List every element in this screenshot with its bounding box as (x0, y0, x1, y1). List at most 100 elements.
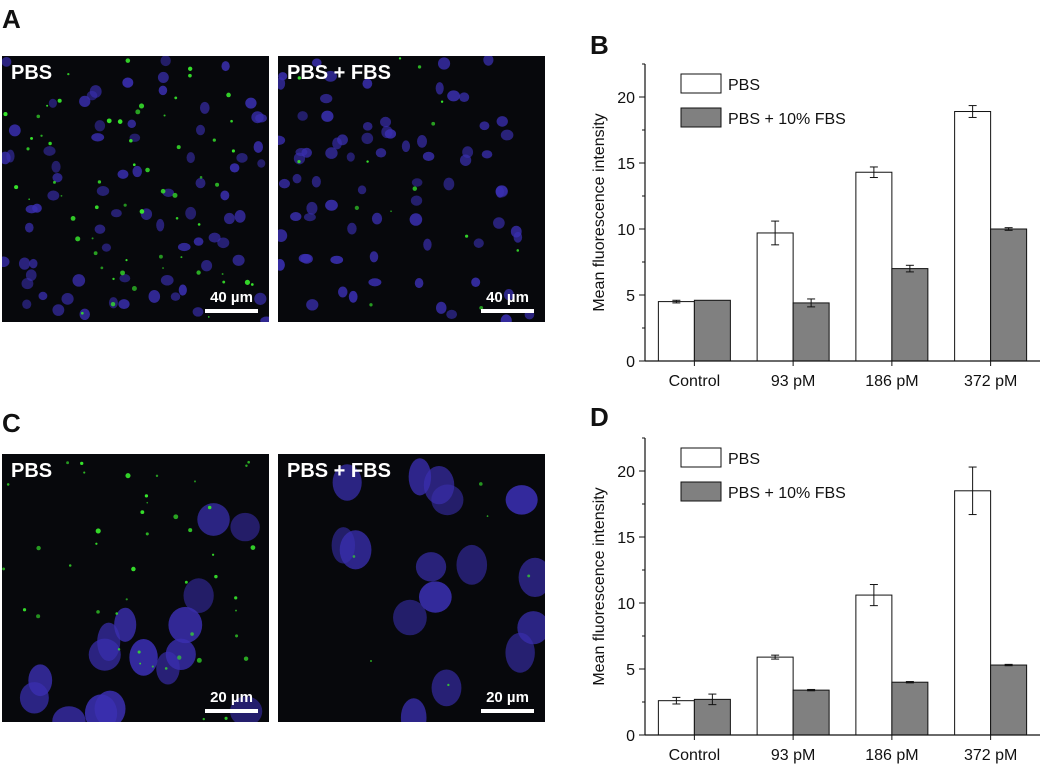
cell-nucleus (311, 58, 322, 67)
cell-nucleus (362, 78, 373, 89)
y-tick-label: 10 (617, 222, 635, 239)
panel-letter-c: C (2, 408, 21, 438)
cell-nucleus (89, 85, 102, 98)
cell-nucleus (24, 222, 34, 233)
cell-nucleus (369, 251, 379, 263)
cell-nucleus (96, 185, 110, 197)
cell-nucleus (160, 274, 174, 286)
fluorescent-spot (40, 134, 43, 137)
cell-nucleus (6, 149, 15, 163)
fluorescent-spot (131, 286, 137, 292)
cell-nucleus (148, 290, 161, 303)
fluorescent-spot (224, 716, 228, 720)
cell-nucleus (380, 116, 392, 128)
x-tick-label: 93 pM (771, 747, 815, 764)
fluorescent-spot (75, 236, 81, 242)
cell-nucleus (8, 124, 21, 137)
cell-nucleus (158, 85, 168, 96)
fluorescent-spot (46, 104, 49, 107)
fluorescent-spot (177, 655, 182, 660)
y-axis-label: Mean fluorescence intensity (591, 487, 608, 685)
fluorescent-spot (110, 301, 116, 307)
fluorescent-spot (123, 203, 127, 207)
scale-bar: 40 µm (205, 290, 258, 313)
cell-nucleus (479, 121, 490, 131)
fluorescent-spot (431, 121, 436, 126)
fluorescent-spot (66, 461, 70, 465)
cell-nucleus (459, 154, 472, 166)
y-tick-label: 15 (617, 530, 635, 547)
fluorescent-spot (80, 311, 84, 315)
cell-nucleus (110, 209, 122, 218)
cell-nucleus (220, 190, 230, 201)
cell-nucleus (91, 133, 105, 142)
cell-nucleus (415, 552, 447, 582)
fluorescent-spot (250, 283, 254, 286)
cell-nucleus (517, 611, 545, 645)
fluorescent-spot (3, 112, 8, 117)
cell-nucleus (43, 146, 56, 156)
fluorescent-spot (527, 574, 531, 578)
cell-nucleus (260, 316, 269, 322)
cell-nucleus (375, 148, 387, 158)
cell-nucleus (418, 581, 452, 613)
fluorescent-spot (447, 683, 450, 687)
fluorescent-spot (22, 608, 27, 612)
fluorescent-spot (211, 553, 215, 556)
bar-pbs-fbs (990, 664, 1028, 736)
x-tick-label: 372 pM (964, 373, 1017, 390)
scale-bar-label: 20 µm (486, 689, 529, 706)
cell-nucleus (229, 163, 240, 173)
y-tick-label: 20 (617, 90, 635, 107)
fluorescent-spot (369, 303, 373, 307)
legend-swatch (680, 481, 722, 502)
fluorescent-spot (202, 717, 205, 721)
cell-nucleus (19, 682, 49, 714)
fluorescent-spot (247, 460, 250, 464)
fluorescent-spot (352, 555, 356, 558)
cell-nucleus (496, 116, 508, 127)
fluorescent-spot (196, 270, 201, 275)
scale-bar: 40 µm (481, 290, 534, 313)
y-tick-label: 15 (617, 156, 635, 173)
scale-bar-label: 40 µm (486, 289, 529, 306)
fluorescent-spot (234, 596, 238, 600)
fluorescent-spot (222, 280, 226, 284)
cell-nucleus (88, 638, 121, 671)
fluorescent-spot (125, 473, 131, 479)
cell-nucleus (303, 213, 316, 222)
legend-label: PBS (728, 451, 760, 468)
cell-nucleus (2, 56, 12, 67)
fluorescent-spot (125, 598, 128, 601)
fluorescent-spot (95, 528, 101, 534)
cell-nucleus (51, 160, 61, 173)
scale-bar: 20 µm (481, 690, 534, 713)
x-tick-label: Control (669, 747, 721, 764)
cell-nucleus (325, 147, 338, 159)
cell-nucleus (193, 237, 204, 246)
fluorescent-spot (151, 665, 154, 668)
cell-nucleus (483, 56, 494, 66)
cell-nucleus (361, 132, 374, 145)
cell-nucleus (278, 229, 288, 243)
fluorescent-spot (138, 103, 145, 109)
fluorescent-spot (97, 180, 102, 184)
cell-nucleus (22, 299, 32, 310)
micrograph-label: PBS + FBS (287, 460, 391, 482)
fluorescent-spot (398, 57, 402, 60)
cell-nucleus (195, 177, 206, 189)
legend-swatch (680, 73, 722, 94)
fluorescent-spot (53, 180, 56, 184)
fluorescent-spot (176, 145, 181, 150)
cell-nucleus (18, 257, 31, 270)
cell-nucleus (306, 201, 318, 215)
cell-nucleus (422, 151, 435, 161)
cell-nucleus (38, 291, 48, 301)
cell-nucleus (409, 213, 423, 226)
y-tick-label: 5 (626, 662, 635, 679)
bar-pbs (855, 171, 893, 362)
panel-letter-d: D (590, 402, 609, 432)
legend-label: PBS + 10% FBS (728, 111, 846, 128)
cell-nucleus (278, 135, 286, 145)
